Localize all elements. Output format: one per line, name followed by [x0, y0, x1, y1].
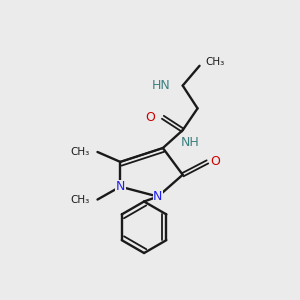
- Text: N: N: [153, 190, 163, 203]
- Text: O: O: [211, 155, 220, 168]
- Text: NH: NH: [181, 136, 200, 148]
- Text: CH₃: CH₃: [206, 57, 225, 67]
- Text: N: N: [116, 180, 125, 193]
- Text: CH₃: CH₃: [70, 194, 90, 205]
- Text: CH₃: CH₃: [70, 147, 90, 157]
- Text: O: O: [145, 111, 155, 124]
- Text: HN: HN: [152, 79, 171, 92]
